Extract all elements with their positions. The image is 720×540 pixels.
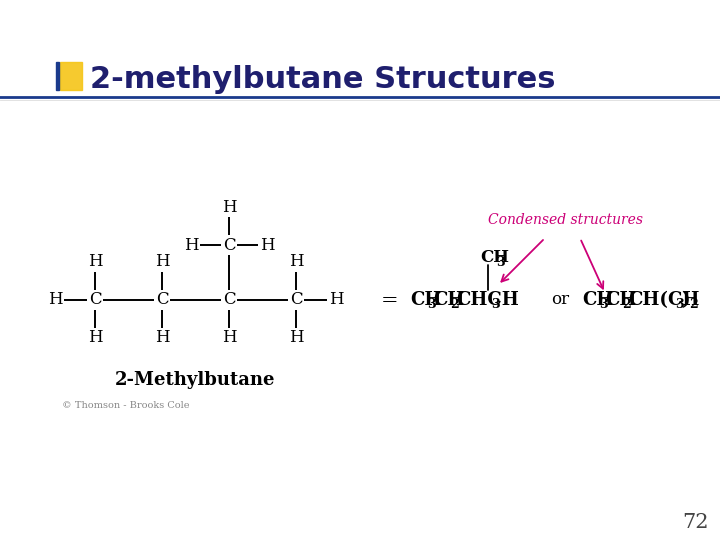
Text: 3: 3	[599, 298, 608, 310]
Text: 72: 72	[682, 512, 708, 531]
Text: H: H	[88, 253, 102, 271]
Text: 2: 2	[622, 298, 631, 310]
Text: 2-methylbutane Structures: 2-methylbutane Structures	[90, 65, 556, 94]
Text: H: H	[329, 292, 343, 308]
Text: C: C	[222, 292, 235, 308]
Text: C: C	[156, 292, 168, 308]
Text: H: H	[289, 329, 303, 347]
Text: C: C	[222, 237, 235, 253]
Text: H: H	[184, 237, 198, 253]
Bar	[60, 62, 82, 90]
Text: H: H	[289, 253, 303, 271]
Text: CHCH: CHCH	[456, 291, 518, 309]
Text: 2: 2	[689, 298, 698, 310]
Text: © Thomson - Brooks Cole: © Thomson - Brooks Cole	[62, 401, 189, 409]
Text: 3: 3	[491, 298, 500, 310]
Text: 3: 3	[496, 255, 505, 268]
Text: C: C	[289, 292, 302, 308]
Text: H: H	[222, 329, 236, 347]
Text: H: H	[260, 237, 274, 253]
Text: H: H	[88, 329, 102, 347]
Text: ): )	[681, 291, 690, 309]
Text: =: =	[381, 291, 399, 309]
Text: 3: 3	[427, 298, 436, 310]
Text: 2-Methylbutane: 2-Methylbutane	[115, 371, 276, 389]
Text: CH: CH	[433, 291, 464, 309]
Text: CH: CH	[480, 249, 509, 267]
Bar	[56, 62, 59, 90]
Text: H: H	[155, 253, 169, 271]
Text: CH: CH	[605, 291, 636, 309]
Text: or: or	[551, 292, 569, 308]
Text: 3: 3	[675, 298, 683, 310]
Text: 2: 2	[450, 298, 459, 310]
Text: CH: CH	[582, 291, 613, 309]
Text: H: H	[48, 292, 63, 308]
Text: Condensed structures: Condensed structures	[487, 213, 642, 227]
Text: CH(CH: CH(CH	[628, 291, 699, 309]
Text: H: H	[222, 199, 236, 215]
Text: CH: CH	[410, 291, 441, 309]
Text: H: H	[155, 329, 169, 347]
Text: C: C	[89, 292, 102, 308]
